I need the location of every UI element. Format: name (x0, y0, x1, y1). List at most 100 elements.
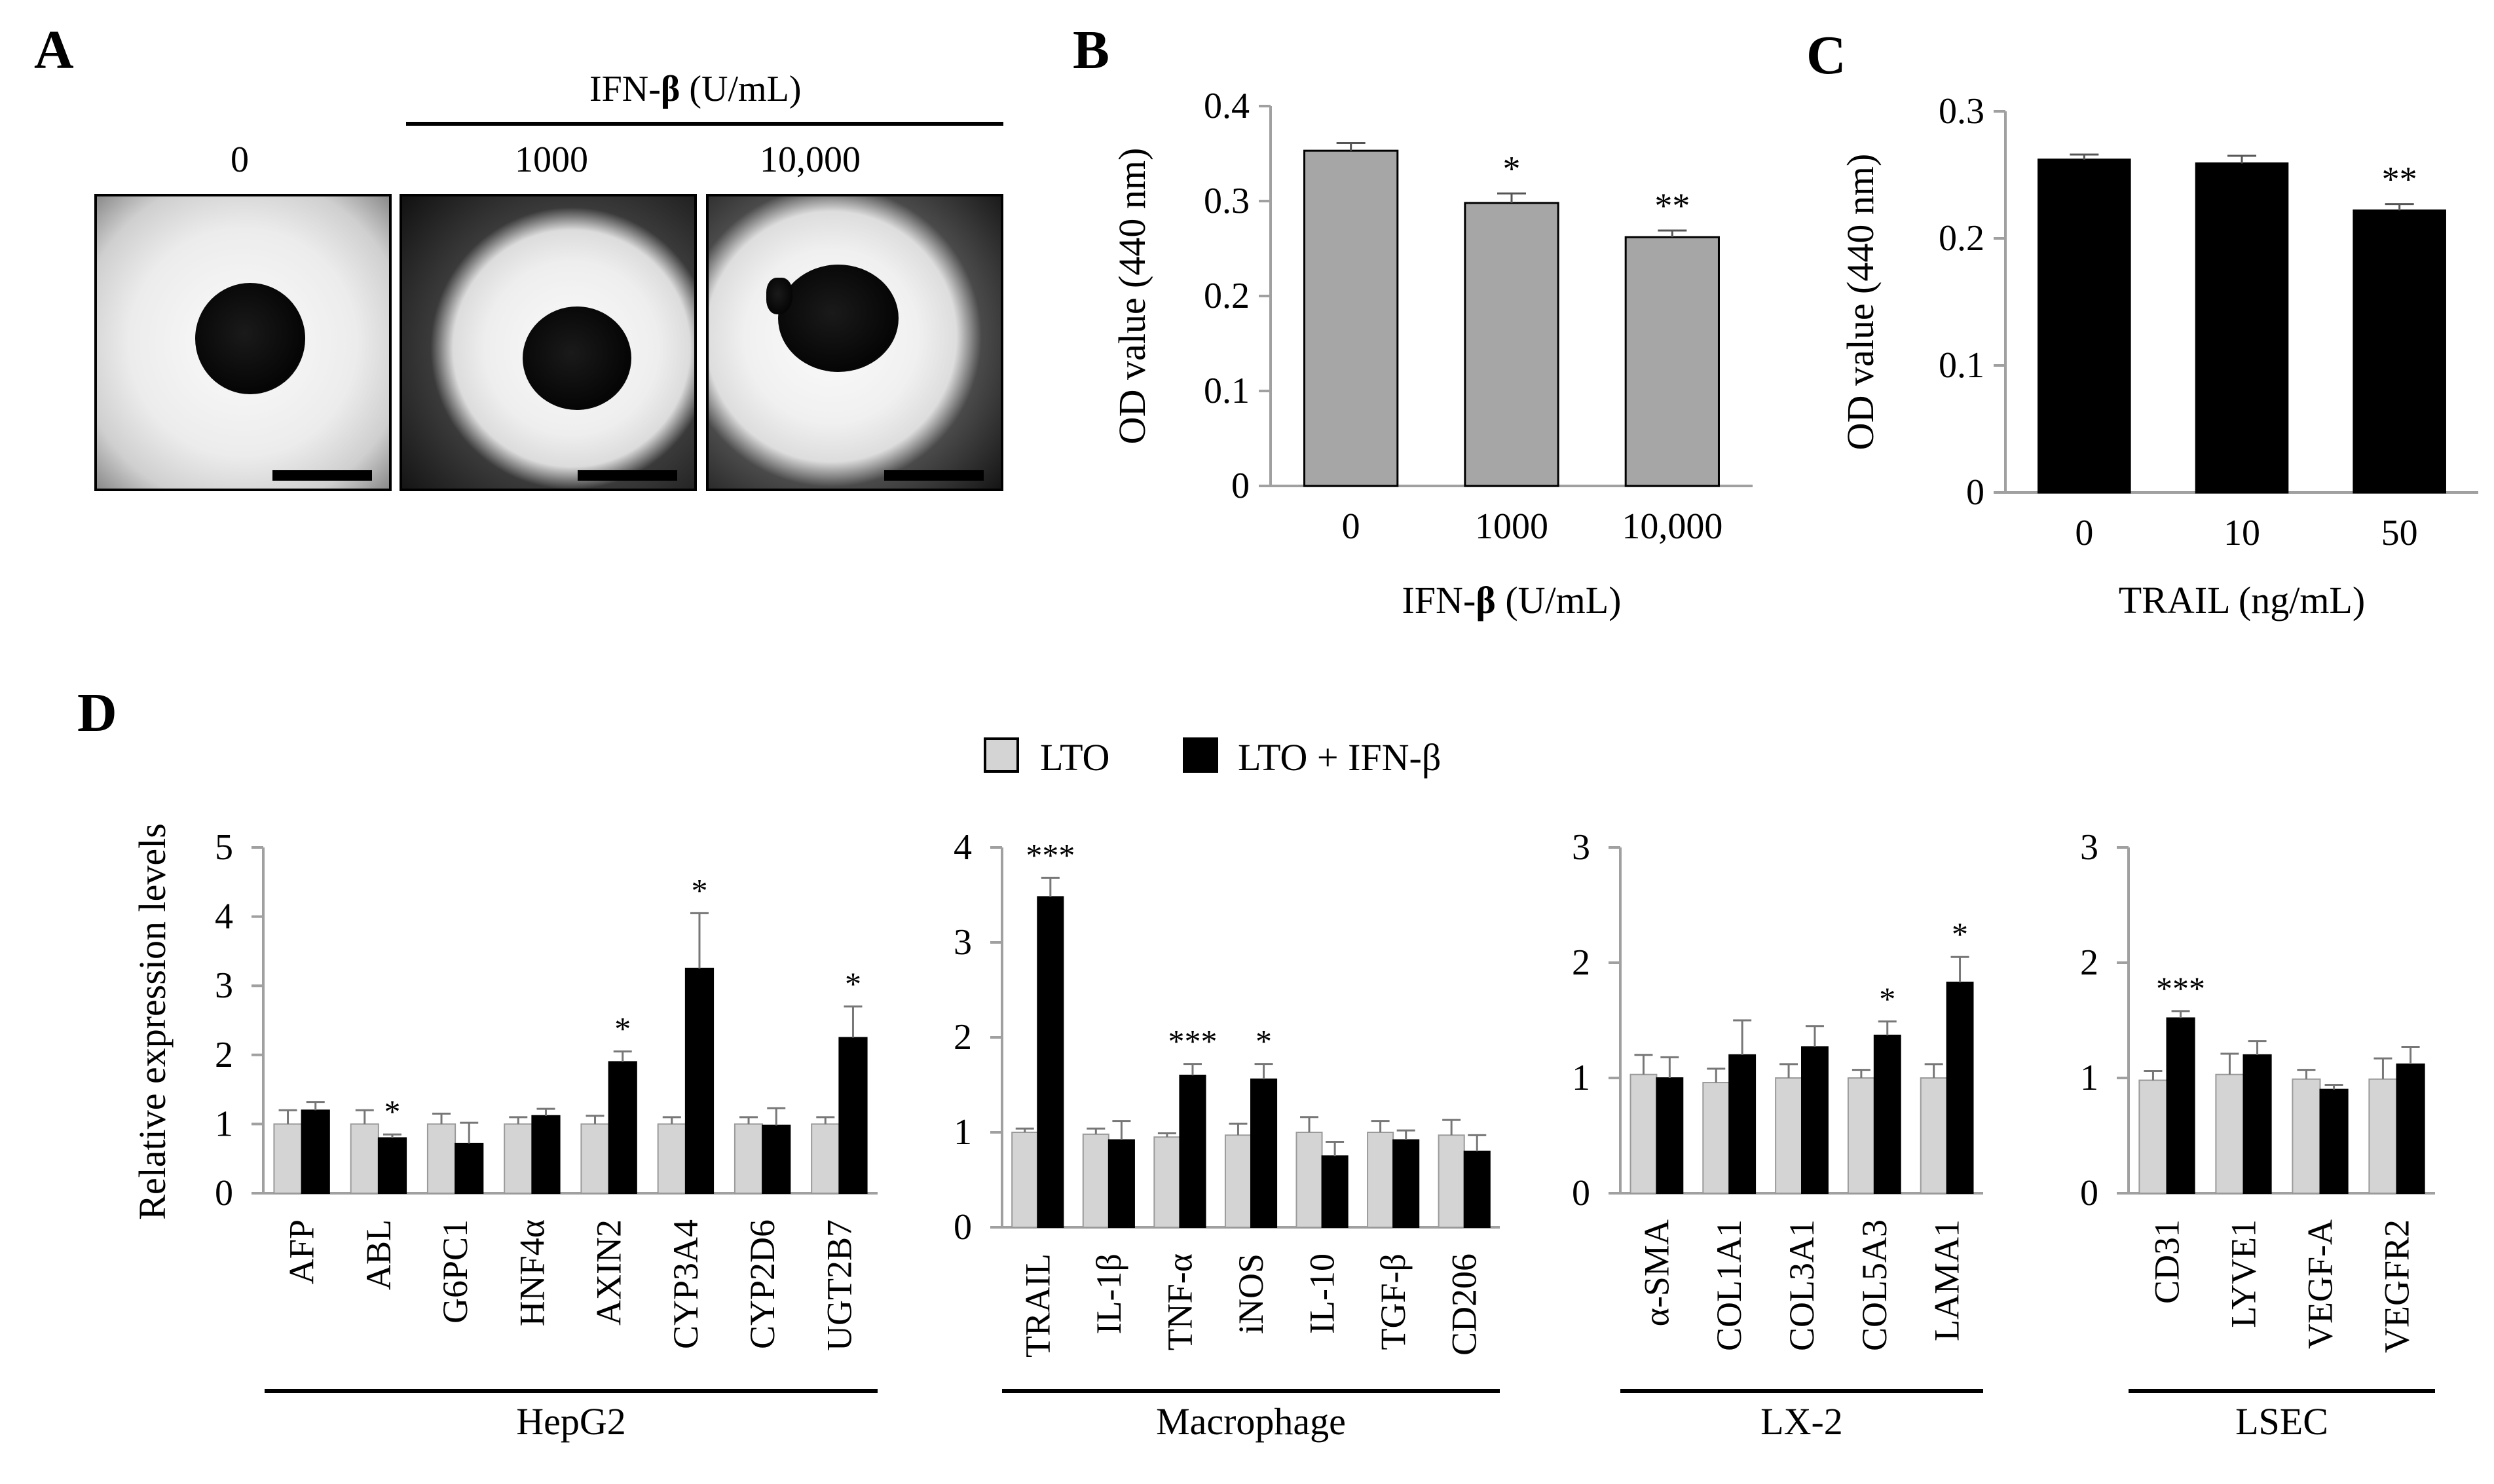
panel-a-header: IFN-β (U/mL) (589, 68, 801, 110)
bar-lto (350, 1123, 379, 1195)
bar-lto-ifn (1321, 1155, 1349, 1228)
x-tick-label: CD31 (2148, 1219, 2187, 1304)
legend-label-lto-ifn: LTO + IFN-β (1238, 736, 1441, 779)
bar-lto-ifn (2319, 1088, 2349, 1194)
panel-letter-c: C (1806, 25, 1846, 86)
legend-label-lto: LTO (1040, 736, 1109, 779)
y-tick-label: 3 (2080, 827, 2098, 868)
bar (1464, 202, 1559, 487)
bar-lto (1438, 1134, 1465, 1228)
panel-letter-d: D (77, 682, 117, 743)
x-tick-label: TNF-α (1160, 1253, 1199, 1350)
y-tick-label: 0.2 (1204, 276, 1250, 316)
x-tick-label: AXIN2 (589, 1219, 629, 1326)
x-tick-label: LAMA1 (1927, 1219, 1967, 1341)
panel-letter-b: B (1073, 20, 1110, 81)
bar-lto-ifn (301, 1109, 330, 1195)
bar (2353, 209, 2446, 494)
bar-lto (811, 1123, 840, 1195)
spheroid-protrusion (766, 278, 792, 314)
y-tick-label: 0 (954, 1207, 972, 1248)
bar-lto-ifn (1250, 1078, 1278, 1229)
x-tick-label: UGT2B7 (819, 1219, 859, 1351)
bar-lto (2215, 1073, 2244, 1194)
x-tick-label: 0 (2075, 513, 2093, 553)
bar-lto-ifn (2396, 1063, 2425, 1194)
y-tick-label: 0.1 (1939, 345, 1984, 386)
y-tick-label: 4 (954, 827, 972, 868)
bar-lto (273, 1123, 303, 1195)
group-label: LSEC (2235, 1400, 2328, 1443)
x-tick-label: TRAIL (1018, 1253, 1057, 1358)
y-axis-label: Relative expression levels (131, 823, 174, 1220)
bar-lto (1367, 1132, 1394, 1228)
bar-lto (2368, 1078, 2398, 1195)
y-tick-label: 2 (1572, 942, 1590, 983)
y-tick-label: 5 (215, 827, 233, 868)
bar-lto (1011, 1132, 1039, 1228)
bar-lto-ifn (1463, 1151, 1491, 1228)
x-tick-label: ABL (359, 1219, 398, 1290)
significance-marker: *** (1026, 836, 1075, 873)
y-tick-label: 1 (1572, 1058, 1590, 1098)
y-tick-label: 0 (1572, 1173, 1590, 1214)
x-tick-label: COL1A1 (1709, 1219, 1749, 1351)
significance-marker: * (1952, 916, 1968, 952)
bar-lto (426, 1123, 456, 1195)
panel-a-header-rule (406, 122, 1003, 126)
spheroid (523, 306, 631, 410)
bar-lto-ifn (1873, 1034, 1901, 1194)
panel-letter-a: A (34, 20, 74, 81)
x-tick-label: VEGFR2 (2377, 1219, 2417, 1353)
bar-lto (1847, 1077, 1875, 1194)
y-tick-label: 0.1 (1204, 371, 1250, 411)
y-tick-label: 1 (954, 1112, 972, 1153)
y-tick-label: 1 (215, 1104, 233, 1144)
x-axis-label: TRAIL (ng/mL) (2119, 579, 2365, 621)
significance-marker: ** (2382, 160, 2417, 199)
significance-marker: * (1879, 980, 1895, 1017)
y-tick-label: 1 (2080, 1058, 2098, 1098)
x-tick-label: COL5A3 (1855, 1219, 1894, 1351)
bar-lto-ifn (1179, 1075, 1206, 1228)
micrograph-control (94, 194, 392, 491)
y-tick-label: 3 (1572, 827, 1590, 868)
x-tick-label: 1000 (1475, 506, 1548, 547)
y-tick-label: 0.3 (1204, 181, 1250, 221)
x-tick-label: 0 (1342, 506, 1360, 547)
x-tick-label: HNF4α (512, 1219, 551, 1326)
spheroid (195, 283, 305, 394)
scale-bar (884, 470, 984, 481)
bar-lto-ifn (1107, 1139, 1135, 1228)
y-tick-label: 2 (215, 1035, 233, 1075)
group-label: Macrophage (1156, 1400, 1346, 1443)
legend-swatch-lto-ifn (1183, 737, 1218, 773)
x-tick-label: IL-10 (1303, 1253, 1342, 1334)
significance-marker: * (1256, 1023, 1272, 1060)
y-tick-label: 0 (1231, 466, 1250, 506)
y-tick-label: 2 (2080, 942, 2098, 983)
bar-lto-ifn (2243, 1054, 2272, 1195)
bar-lto (1082, 1133, 1109, 1229)
y-tick-label: 3 (215, 965, 233, 1006)
bar-lto (1920, 1077, 1948, 1194)
panel-a-label-1000: 1000 (515, 139, 588, 180)
bar-lto-ifn (1037, 896, 1064, 1229)
bar-lto-ifn (377, 1137, 407, 1195)
x-tick-label: VEGF-A (2301, 1219, 2340, 1349)
y-tick-label: 3 (954, 922, 972, 963)
group-label: HepG2 (516, 1400, 626, 1443)
micrograph-ifn-1000 (400, 194, 697, 491)
bar-lto-ifn (455, 1142, 484, 1195)
micrograph-ifn-10000 (706, 194, 1003, 491)
panel-a-label-10000: 10,000 (760, 139, 861, 180)
bar-lto-ifn (608, 1061, 637, 1194)
significance-marker: ** (1654, 186, 1690, 225)
x-tick-label: CD206 (1445, 1253, 1484, 1356)
x-tick-label: 50 (2381, 513, 2418, 553)
bar-lto-ifn (684, 967, 715, 1195)
bar-lto-ifn (838, 1037, 868, 1195)
y-tick-label: 0 (1966, 472, 1984, 513)
x-tick-label: CYP2D6 (743, 1219, 782, 1349)
bar-lto (734, 1123, 764, 1195)
